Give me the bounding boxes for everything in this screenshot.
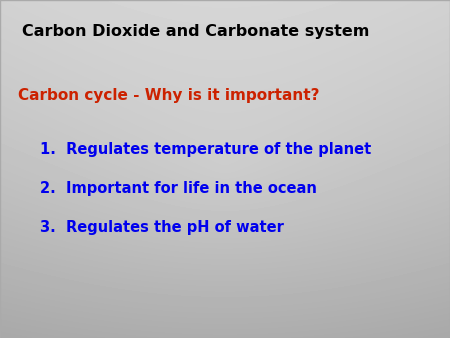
Text: 2.  Important for life in the ocean: 2. Important for life in the ocean: [40, 181, 317, 196]
Text: 3.  Regulates the pH of water: 3. Regulates the pH of water: [40, 220, 284, 235]
Text: Carbon Dioxide and Carbonate system: Carbon Dioxide and Carbonate system: [22, 24, 370, 39]
Text: 1.  Regulates temperature of the planet: 1. Regulates temperature of the planet: [40, 142, 372, 157]
Text: Carbon cycle - Why is it important?: Carbon cycle - Why is it important?: [18, 88, 319, 103]
